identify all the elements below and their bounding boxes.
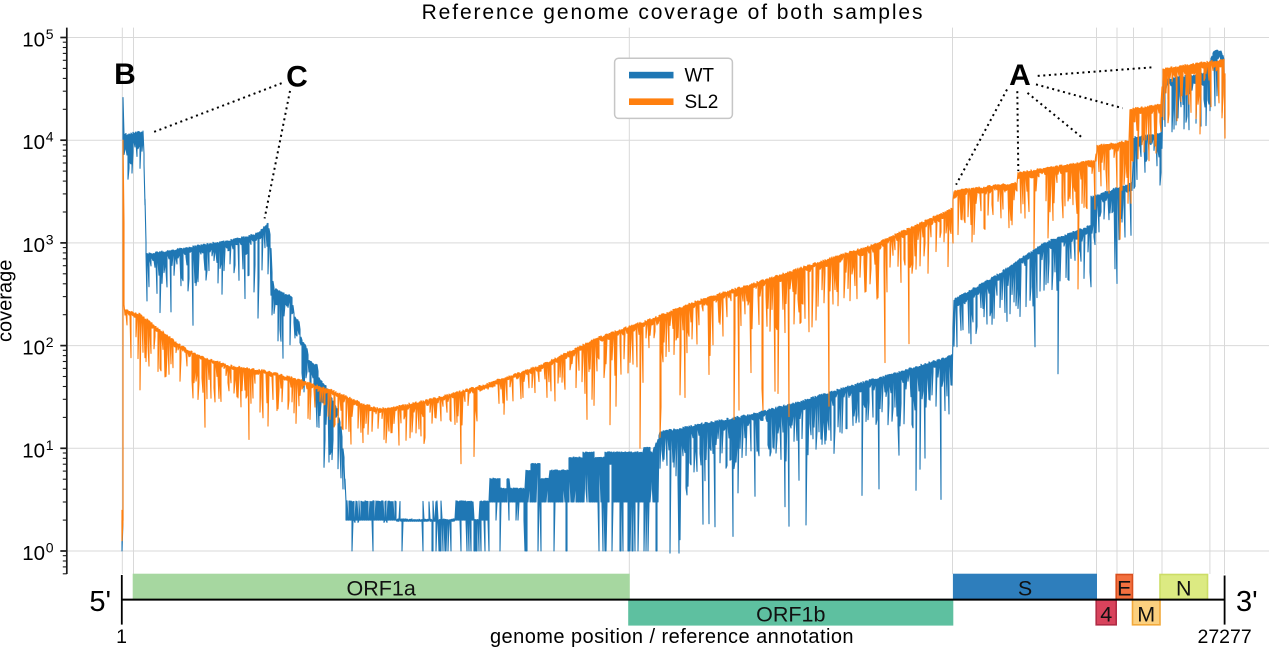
svg-text:WT: WT	[685, 66, 715, 87]
svg-text:10: 10	[22, 131, 45, 154]
svg-text:2: 2	[46, 334, 54, 350]
svg-text:1: 1	[116, 626, 127, 647]
svg-text:10: 10	[22, 234, 45, 257]
svg-text:C: C	[286, 61, 308, 94]
svg-text:coverage: coverage	[0, 260, 17, 342]
svg-text:B: B	[114, 58, 136, 91]
svg-text:5': 5'	[89, 586, 111, 618]
svg-text:27277: 27277	[1197, 626, 1251, 647]
svg-text:genome position / reference an: genome position / reference annotation	[490, 626, 854, 647]
svg-text:SL2: SL2	[685, 92, 719, 113]
svg-text:N: N	[1176, 577, 1192, 601]
svg-text:0: 0	[46, 540, 54, 556]
svg-text:3: 3	[46, 231, 54, 247]
svg-text:5: 5	[46, 26, 54, 42]
svg-text:10: 10	[22, 542, 45, 565]
svg-text:3': 3'	[1236, 586, 1258, 618]
svg-text:E: E	[1117, 577, 1131, 601]
svg-text:ORF1b: ORF1b	[756, 603, 825, 627]
svg-text:S: S	[1018, 577, 1032, 601]
svg-text:A: A	[1009, 59, 1031, 92]
svg-text:M: M	[1137, 603, 1155, 627]
svg-text:4: 4	[1100, 603, 1112, 627]
svg-text:10: 10	[22, 337, 45, 360]
svg-text:10: 10	[22, 29, 45, 52]
svg-text:4: 4	[46, 129, 54, 145]
svg-text:Reference genome coverage of b: Reference genome coverage of both sample…	[422, 1, 925, 24]
svg-text:ORF1a: ORF1a	[347, 577, 416, 601]
svg-text:1: 1	[46, 437, 54, 453]
svg-text:10: 10	[22, 439, 45, 462]
